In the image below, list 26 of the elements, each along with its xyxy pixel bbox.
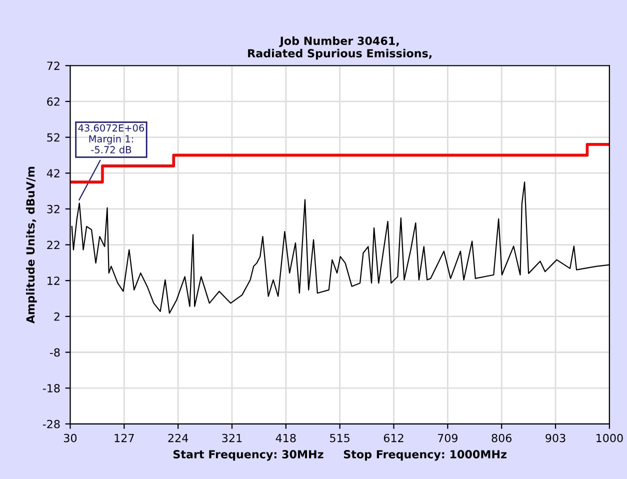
y-tick-label: 62 (47, 97, 60, 106)
x-tick-label: 1000 (596, 434, 623, 442)
x-tick-label: 612 (384, 434, 404, 442)
x-tick-label: 321 (222, 434, 242, 442)
x-axis-title: Start Frequency: 30MHz Stop Frequency: 1000MHz (173, 450, 506, 461)
x-tick-label: 903 (546, 434, 566, 442)
y-tick-label: 32 (47, 204, 60, 214)
y-tick-label: -8 (50, 348, 60, 357)
y-tick-label: -18 (42, 384, 60, 392)
x-tick-label: 418 (276, 434, 296, 442)
y-tick-label: -28 (42, 420, 60, 428)
y-tick-label: 2 (54, 312, 60, 321)
chart-title: Job Number 30461, Radiated Spurious Emissions, (248, 36, 432, 60)
y-tick-label: 22 (47, 240, 60, 249)
x-tick-label: 515 (330, 434, 350, 442)
y-tick-label: 52 (47, 133, 60, 142)
x-tick-label: 709 (438, 434, 458, 442)
x-tick-label: 30 (64, 434, 77, 442)
x-tick-label: 224 (168, 434, 188, 442)
x-tick-label: 127 (114, 434, 134, 442)
y-axis-title: Amplitude Units, dBuV/m (26, 166, 37, 324)
annotation: 43.6072E+06 Margin 1: -5.72 dB (78, 124, 144, 154)
y-tick-label: 42 (46, 169, 60, 178)
y-tick-label: 72 (47, 62, 60, 70)
y-tick-label: 12 (48, 276, 60, 285)
x-tick-label: 806 (492, 434, 512, 442)
